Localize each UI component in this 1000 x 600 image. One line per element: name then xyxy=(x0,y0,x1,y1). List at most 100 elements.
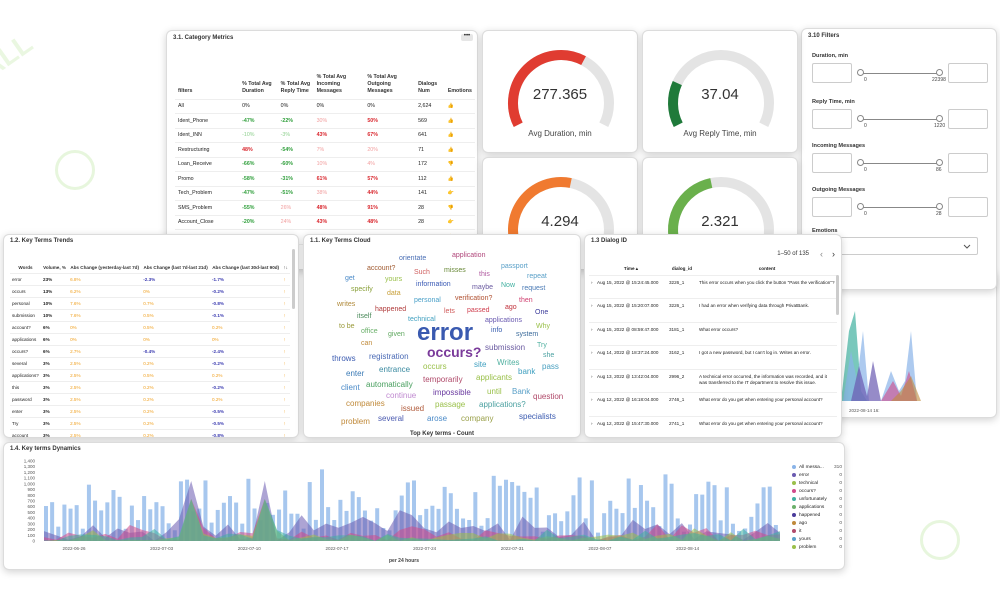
reply-slider-max-handle[interactable] xyxy=(936,115,943,122)
incoming-slider-max-handle[interactable] xyxy=(936,159,943,166)
cloud-word[interactable]: applicants xyxy=(476,373,513,382)
cloud-word[interactable]: repeat xyxy=(527,273,547,280)
cloud-word[interactable]: specialists xyxy=(519,412,556,421)
ellipsis-icon[interactable]: ••• xyxy=(461,33,473,41)
cloud-word[interactable]: given xyxy=(388,331,405,338)
outgoing-slider-min-handle[interactable] xyxy=(857,203,864,210)
cloud-word[interactable]: impossible xyxy=(433,388,471,397)
cm-header-4[interactable]: % Total Avg Outgoing Messages xyxy=(364,45,416,100)
cloud-word[interactable]: request xyxy=(522,285,546,292)
incoming-max-input[interactable] xyxy=(948,153,988,173)
legend-item[interactable]: technical 0 xyxy=(792,479,842,487)
cloud-word[interactable]: Bank xyxy=(512,387,531,396)
kt-header-5[interactable]: ↑↓ xyxy=(281,247,290,274)
expand-icon[interactable]: › xyxy=(589,416,595,437)
table-row[interactable]: Ident_INN -10% -3% 43% 67% 641 👍 xyxy=(175,128,475,143)
cloud-word[interactable]: Why xyxy=(536,323,550,330)
table-row[interactable]: personal 10% 7.6% 0.7% -0.8% ↑ xyxy=(10,297,290,310)
cloud-word[interactable]: Writes xyxy=(497,358,520,367)
cloud-word[interactable]: until xyxy=(487,387,502,396)
kt-header-3[interactable]: Abs Change (last 7d-last 21d) xyxy=(141,247,210,274)
cloud-word[interactable]: verification? xyxy=(455,295,493,302)
table-row[interactable]: › Aug 15, 2022 @ 15:20:07.000 3226_1 I had … xyxy=(589,298,837,323)
legend-item[interactable]: All messa... 310 xyxy=(792,463,842,471)
legend-item[interactable]: ago 0 xyxy=(792,519,842,527)
chevron-left-icon[interactable]: ‹ xyxy=(820,249,823,259)
cm-header-2[interactable]: % Total Avg Reply Time xyxy=(277,45,314,100)
cloud-word[interactable]: orientate xyxy=(399,255,427,262)
duration-slider-track[interactable] xyxy=(860,73,940,74)
cm-header-5[interactable]: Dialogs Num xyxy=(415,45,445,100)
legend-item[interactable]: happened 0 xyxy=(792,511,842,519)
duration-max-input[interactable] xyxy=(948,63,988,83)
cloud-word[interactable]: client xyxy=(341,383,360,392)
incoming-slider-track[interactable] xyxy=(860,163,940,164)
cloud-word[interactable]: she xyxy=(543,352,555,359)
cloud-word[interactable]: itself xyxy=(357,313,372,320)
cloud-word[interactable]: throws xyxy=(332,354,356,363)
outgoing-max-input[interactable] xyxy=(948,197,988,217)
legend-item[interactable]: problem 0 xyxy=(792,543,842,551)
cm-header-6[interactable]: Emotions xyxy=(444,45,475,100)
outgoing-min-input[interactable] xyxy=(812,197,852,217)
reply-min-input[interactable] xyxy=(812,109,852,129)
table-row[interactable]: Tech_Problem -47% -51% 38% 44% 141 👉 xyxy=(175,186,475,201)
cloud-word[interactable]: temporarily xyxy=(423,375,463,384)
cloud-word[interactable]: occurs? xyxy=(427,344,482,360)
legend-item[interactable]: unfortunately 0 xyxy=(792,495,842,503)
cloud-word[interactable]: company xyxy=(461,414,494,423)
cloud-word[interactable]: personal xyxy=(414,297,441,304)
table-scrollbar[interactable] xyxy=(292,249,295,309)
cloud-word[interactable]: site xyxy=(474,360,487,369)
cloud-word[interactable]: system xyxy=(516,331,539,338)
cloud-word[interactable]: entrance xyxy=(379,365,411,374)
table-row[interactable]: enter 3% 2.5% 0.2% -0.5% ↑ xyxy=(10,405,290,418)
cloud-word[interactable]: specify xyxy=(351,286,373,293)
table-row[interactable]: password 3% 2.5% 0.2% 0.2% ↑ xyxy=(10,393,290,406)
cloud-word[interactable]: problem xyxy=(341,417,370,426)
cloud-word[interactable]: continue xyxy=(386,391,417,400)
cm-header-1[interactable]: % Total Avg Duration xyxy=(239,45,278,100)
cloud-word[interactable]: question xyxy=(533,392,564,401)
cm-header-0[interactable]: filters xyxy=(175,45,240,100)
cloud-word[interactable]: bank xyxy=(518,367,536,376)
cloud-word[interactable]: pass xyxy=(542,362,559,371)
cloud-word[interactable]: maybe xyxy=(472,284,494,291)
cloud-word[interactable]: can xyxy=(361,340,373,347)
reply-slider-track[interactable] xyxy=(860,119,940,120)
table-row[interactable]: All 0% 0% 0% 0% 2,624 👍 xyxy=(175,99,475,114)
table-row[interactable]: this 3% 2.5% 0.2% -0.2% ↑ xyxy=(10,381,290,394)
cloud-word[interactable]: technical xyxy=(408,316,436,323)
outgoing-slider-max-handle[interactable] xyxy=(936,203,943,210)
table-row[interactable]: › Aug 15, 2022 @ 15:24:45.000 3226_1 This e… xyxy=(589,275,837,299)
duration-slider-min-handle[interactable] xyxy=(857,69,864,76)
col-time[interactable]: Time ▴ xyxy=(595,263,667,276)
reply-max-input[interactable] xyxy=(948,109,988,129)
legend-item[interactable]: occurs? 0 xyxy=(792,487,842,495)
table-row[interactable]: several 3% 2.5% 0.2% -0.2% ↑ xyxy=(10,357,290,370)
cloud-word[interactable]: lets xyxy=(444,308,455,315)
table-row[interactable]: Ident_Phone -47% -22% 30% 50% 569 👍 xyxy=(175,113,475,129)
cloud-word[interactable]: registration xyxy=(369,352,409,361)
cloud-word[interactable]: occurs xyxy=(423,362,447,371)
expand-icon[interactable]: › xyxy=(589,345,595,370)
table-row[interactable]: › Aug 13, 2022 @ 13:42:04.000 2996_2 A tech… xyxy=(589,369,837,393)
table-scrollbar[interactable] xyxy=(836,275,839,315)
cloud-word[interactable]: this xyxy=(479,271,490,278)
table-row[interactable]: › Aug 12, 2022 @ 15:47:30.000 2741_1 What e… xyxy=(589,416,837,437)
cloud-word[interactable]: enter xyxy=(346,369,365,378)
expand-icon[interactable]: › xyxy=(589,298,595,323)
cloud-word[interactable]: Try xyxy=(537,342,547,349)
cloud-word[interactable]: info xyxy=(491,327,503,334)
cloud-word[interactable]: happened xyxy=(375,306,407,313)
col-content[interactable]: content xyxy=(697,263,837,276)
table-row[interactable]: applications 6% 0% 0% 0% ↑ xyxy=(10,333,290,346)
table-row[interactable]: error 23% 6.8% -2.3% -1.7% ↑ xyxy=(10,273,290,286)
expand-icon[interactable]: › xyxy=(589,275,595,299)
cloud-word[interactable]: error xyxy=(417,319,474,346)
incoming-min-input[interactable] xyxy=(812,153,852,173)
cloud-word[interactable]: arose xyxy=(427,414,448,423)
table-row[interactable]: › Aug 15, 2022 @ 08:59:47.000 3181_1 What e… xyxy=(589,322,837,346)
legend-item[interactable]: error 0 xyxy=(792,471,842,479)
incoming-slider-min-handle[interactable] xyxy=(857,159,864,166)
